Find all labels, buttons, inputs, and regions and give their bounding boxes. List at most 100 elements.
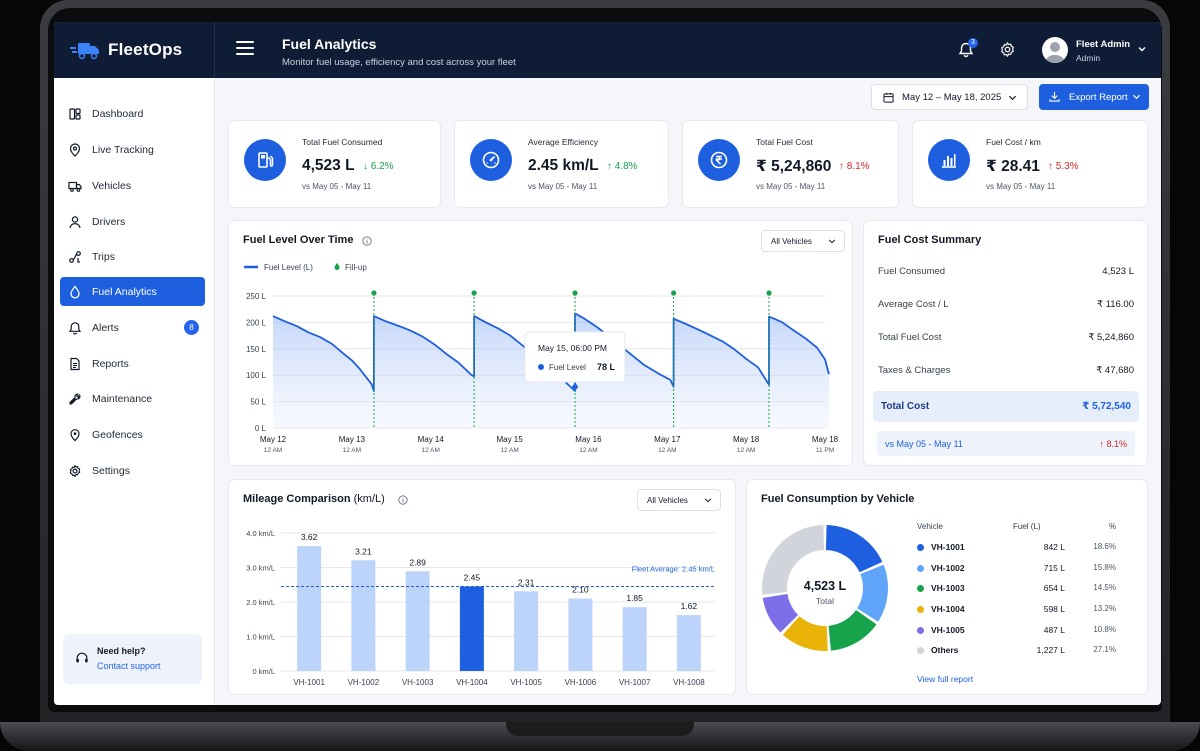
tooltip-dot <box>538 364 544 370</box>
contact-support-link[interactable]: Contact support <box>97 661 161 671</box>
sidebar-item-label: Maintenance <box>92 392 153 405</box>
fill-up-marker[interactable] <box>371 290 377 296</box>
hamburger-menu-icon[interactable] <box>236 41 254 57</box>
user-name: Fleet Admin <box>1076 39 1131 50</box>
user-menu-chevron-down-icon[interactable] <box>1137 44 1147 54</box>
fill-up-marker[interactable] <box>670 290 677 296</box>
dashboard-icon <box>69 107 81 120</box>
x-tick-time: 12 AM <box>343 447 361 454</box>
tooltip-point[interactable] <box>572 384 578 390</box>
page-title: Fuel Analytics <box>282 36 377 52</box>
donut-slice-others[interactable] <box>762 525 825 595</box>
truck-logo-icon <box>70 43 99 60</box>
bar-value-label: 3.21 <box>355 546 372 556</box>
table-header-percent: % <box>1109 522 1117 531</box>
bar-value-label: 3.62 <box>301 532 318 542</box>
kpi-change-value: 8.1% <box>846 161 870 172</box>
sidebar: Dashboard Live Tracking Vehicles Drivers… <box>54 78 215 705</box>
alerts-count-badge: 8 <box>184 320 199 335</box>
user-icon <box>69 215 81 228</box>
sidebar-item-trips[interactable]: Trips <box>60 242 205 271</box>
kpi-card-average-efficiency: Average Efficiency 2.45 km/L ↑ 4.8% vs M… <box>454 120 669 208</box>
fill-up-marker[interactable] <box>766 290 772 296</box>
donut-slice-vh-1001[interactable] <box>825 525 883 573</box>
fuel-consumption-card: Fuel Consumption by Vehicle 4,523 L Total… <box>746 479 1148 695</box>
kpi-card-fuel-cost-km: Fuel Cost / km ₹ 28.41 ↑ 5.3% vs May 05 … <box>912 120 1148 208</box>
x-tick-time: 12 AM <box>500 447 518 454</box>
legend-dot <box>917 544 924 551</box>
bar-vh-1006[interactable] <box>568 598 593 671</box>
legend-dot <box>917 627 924 634</box>
fuel-level-vehicle-filter[interactable]: All Vehicles <box>761 230 845 252</box>
fill-up-marker[interactable] <box>572 290 578 296</box>
mileage-comparison-card: Mileage Comparison (km/L) All Vehicles 4… <box>228 479 736 695</box>
chevron-down-icon <box>704 498 712 503</box>
bar-vh-1004[interactable] <box>459 586 484 671</box>
x-tick-date: May 14 <box>418 435 445 444</box>
donut-slice-vh-1003[interactable] <box>828 609 877 651</box>
summary-row-value: ₹ 5,24,860 <box>1088 332 1134 343</box>
x-category-label: VH-1004 <box>456 678 488 687</box>
location-pin-icon <box>69 142 81 157</box>
export-report-button[interactable]: Export Report <box>1039 84 1149 110</box>
mileage-vehicle-filter[interactable]: All Vehicles <box>637 489 721 511</box>
kpi-icon-circle <box>470 139 512 181</box>
speedometer-icon <box>482 151 500 169</box>
info-icon[interactable] <box>398 495 408 505</box>
vehicle-name-cell: VH-1005 <box>931 625 965 635</box>
legend-fill-up: Fill-up <box>345 263 367 272</box>
bar-vh-1003[interactable] <box>405 571 430 671</box>
fill-up-marker[interactable] <box>471 290 477 296</box>
date-range-picker[interactable]: May 12 – May 18, 2025 <box>871 84 1028 110</box>
fuel-drop-icon <box>334 263 340 270</box>
summary-row-value: ₹ 116.00 <box>1096 299 1134 310</box>
sidebar-item-dashboard[interactable]: Dashboard <box>60 99 205 128</box>
chart-legend: Fuel Level (L) Fill-up <box>244 263 367 272</box>
vehicle-name-cell: VH-1002 <box>931 563 965 573</box>
summary-row-total-fuel-cost: Total Fuel Cost ₹ 5,24,860 <box>878 332 1134 343</box>
sidebar-item-alerts[interactable]: Alerts 8 <box>60 313 205 342</box>
user-avatar[interactable] <box>1042 37 1068 63</box>
donut-slice-vh-1005[interactable] <box>762 593 799 633</box>
fuel-cost-summary-title: Fuel Cost Summary <box>878 234 982 246</box>
y-tick-label: 3.0 km/L <box>246 564 275 573</box>
sidebar-item-reports[interactable]: Reports <box>60 349 205 378</box>
fuel-percent-cell: 15.8% <box>1093 563 1116 572</box>
sidebar-item-live-tracking[interactable]: Live Tracking <box>60 135 205 164</box>
summary-row-label: Total Fuel Cost <box>878 332 942 343</box>
brand-logo[interactable]: FleetOps <box>54 22 215 78</box>
bar-vh-1002[interactable] <box>351 560 376 671</box>
sidebar-item-label: Fuel Analytics <box>92 285 157 298</box>
sidebar-item-maintenance[interactable]: Maintenance <box>60 384 205 413</box>
y-tick-label: 1.0 km/L <box>246 633 275 642</box>
truck-icon <box>68 181 82 192</box>
x-tick-time: 12 AM <box>421 447 439 454</box>
bar-vh-1005[interactable] <box>514 591 539 671</box>
sidebar-item-label: Live Tracking <box>92 143 154 156</box>
bar-vh-1008[interactable] <box>676 615 701 671</box>
info-icon[interactable] <box>362 236 372 246</box>
bar-vh-1001[interactable] <box>297 546 322 671</box>
download-icon <box>1049 91 1060 102</box>
mileage-unit: (km/L) <box>353 493 385 505</box>
settings-gear-icon[interactable] <box>999 41 1016 58</box>
sidebar-item-settings[interactable]: Settings <box>60 456 205 485</box>
sidebar-item-fuel-analytics[interactable]: Fuel Analytics <box>60 277 205 306</box>
view-full-report-link[interactable]: View full report <box>917 674 974 684</box>
y-tick-label: 250 L <box>246 292 267 301</box>
mileage-bar-chart: 4.0 km/L 3.0 km/L 2.0 km/L 1.0 km/L 0 km/L 3.… <box>246 529 715 687</box>
summary-comparison-percent: 8.1% <box>1106 438 1127 449</box>
x-category-label: VH-1006 <box>565 678 597 687</box>
sidebar-item-vehicles[interactable]: Vehicles <box>60 171 205 200</box>
donut-slice-vh-1004[interactable] <box>782 616 828 651</box>
sidebar-item-geofences[interactable]: Geofences <box>60 420 205 449</box>
user-silhouette-icon <box>1045 42 1065 63</box>
sidebar-item-drivers[interactable]: Drivers <box>60 207 205 236</box>
summary-comparison-row: vs May 05 - May 11 ↑ 8.1% <box>877 431 1135 456</box>
arrow-up-icon: ↑ <box>607 161 612 172</box>
vehicle-name-cell: VH-1004 <box>931 604 965 614</box>
donut-slice-vh-1002[interactable] <box>857 564 888 622</box>
document-icon <box>70 357 80 370</box>
y-tick-label: 200 L <box>246 318 267 327</box>
bar-vh-1007[interactable] <box>622 607 647 671</box>
